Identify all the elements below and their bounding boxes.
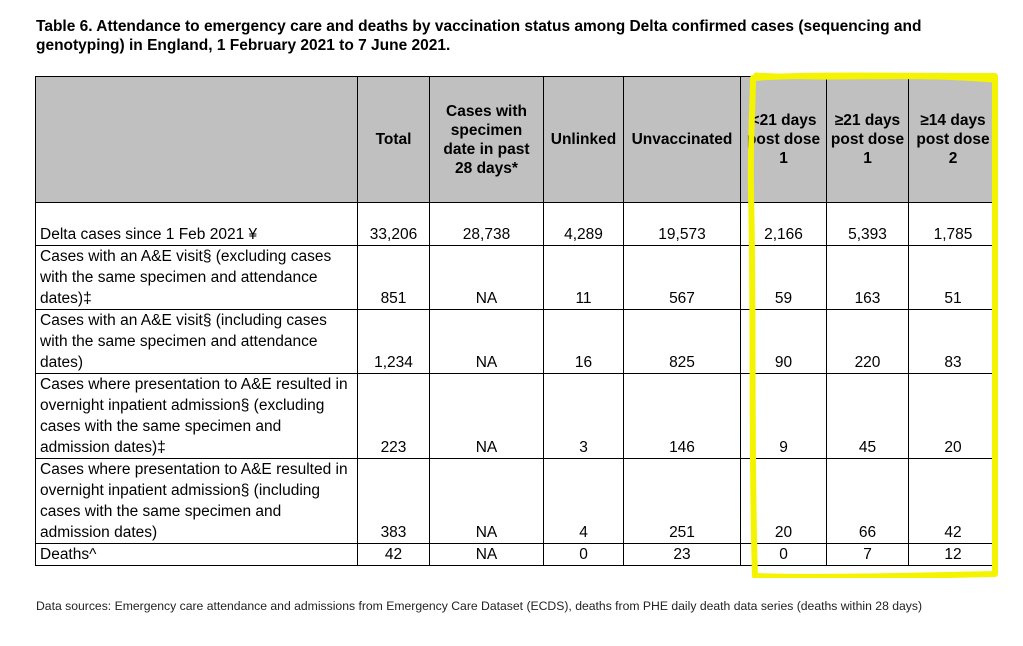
cell-unvaccinated: 23	[623, 543, 741, 566]
cell-ge14-dose2: 20	[908, 373, 998, 459]
cell-lt21-dose1: 0	[740, 543, 827, 566]
cell-ge21-dose1: 7	[826, 543, 909, 566]
cell-past-28-days: NA	[429, 543, 544, 566]
cell-unvaccinated: 146	[623, 373, 741, 459]
cell-total: 851	[357, 245, 430, 310]
cell-lt21-dose1: 90	[740, 309, 827, 374]
cell-ge21-dose1: 45	[826, 373, 909, 459]
header-row: Total Cases with specimen date in past 2…	[35, 76, 998, 203]
data-sources-note: Data sources: Emergency care attendance …	[36, 599, 923, 613]
cell-ge14-dose2: 83	[908, 309, 998, 374]
header-cell-blank	[35, 76, 358, 203]
cell-unvaccinated: 567	[623, 245, 741, 310]
cell-unlinked: 3	[543, 373, 624, 459]
cell-ge14-dose2: 42	[908, 458, 998, 544]
cell-unlinked: 0	[543, 543, 624, 566]
row-label: Cases where presentation to A&E resulted…	[35, 373, 358, 459]
header-past-28-days: Cases with specimen date in past 28 days…	[429, 76, 544, 203]
cell-total: 33,206	[357, 202, 430, 246]
cell-ge21-dose1: 66	[826, 458, 909, 544]
table-row: Deaths^ 42 NA 0 23 0 7 12	[35, 543, 998, 566]
cell-past-28-days: NA	[429, 458, 544, 544]
cell-unlinked: 4,289	[543, 202, 624, 246]
cell-unvaccinated: 251	[623, 458, 741, 544]
cell-ge21-dose1: 163	[826, 245, 909, 310]
cell-lt21-dose1: 20	[740, 458, 827, 544]
cell-lt21-dose1: 59	[740, 245, 827, 310]
cell-ge14-dose2: 51	[908, 245, 998, 310]
cell-total: 383	[357, 458, 430, 544]
header-unlinked: Unlinked	[543, 76, 624, 203]
cell-unvaccinated: 825	[623, 309, 741, 374]
cell-unlinked: 16	[543, 309, 624, 374]
cell-total: 223	[357, 373, 430, 459]
cell-ge14-dose2: 1,785	[908, 202, 998, 246]
cell-unvaccinated: 19,573	[623, 202, 741, 246]
table-row: Cases with an A&E visit§ (excluding case…	[35, 245, 998, 310]
cell-total: 42	[357, 543, 430, 566]
cell-lt21-dose1: 9	[740, 373, 827, 459]
row-label: Delta cases since 1 Feb 2021 ¥	[35, 202, 358, 246]
row-label: Cases with an A&E visit§ (excluding case…	[35, 245, 358, 310]
header-lt21-dose1: <21 days post dose 1	[740, 76, 827, 203]
cell-lt21-dose1: 2,166	[740, 202, 827, 246]
cell-ge14-dose2: 12	[908, 543, 998, 566]
table-row: Cases with an A&E visit§ (including case…	[35, 309, 998, 374]
header-ge21-dose1: ≥21 days post dose 1	[826, 76, 909, 203]
cell-total: 1,234	[357, 309, 430, 374]
cell-past-28-days: NA	[429, 309, 544, 374]
cell-ge21-dose1: 5,393	[826, 202, 909, 246]
header-unvaccinated: Unvaccinated	[623, 76, 741, 203]
row-label: Deaths^	[35, 543, 358, 566]
cell-unlinked: 4	[543, 458, 624, 544]
cell-past-28-days: NA	[429, 245, 544, 310]
attendance-table: Total Cases with specimen date in past 2…	[35, 76, 998, 566]
cell-ge21-dose1: 220	[826, 309, 909, 374]
cell-past-28-days: 28,738	[429, 202, 544, 246]
row-label: Cases with an A&E visit§ (including case…	[35, 309, 358, 374]
table-title: Table 6. Attendance to emergency care an…	[36, 18, 922, 54]
cell-unlinked: 11	[543, 245, 624, 310]
header-ge14-dose2: ≥14 days post dose 2	[908, 76, 998, 203]
cell-past-28-days: NA	[429, 373, 544, 459]
table-row: Cases where presentation to A&E resulted…	[35, 458, 998, 544]
row-label: Cases where presentation to A&E resulted…	[35, 458, 358, 544]
table-row: Delta cases since 1 Feb 2021 ¥ 33,206 28…	[35, 202, 998, 246]
header-total: Total	[357, 76, 430, 203]
table-row: Cases where presentation to A&E resulted…	[35, 373, 998, 459]
